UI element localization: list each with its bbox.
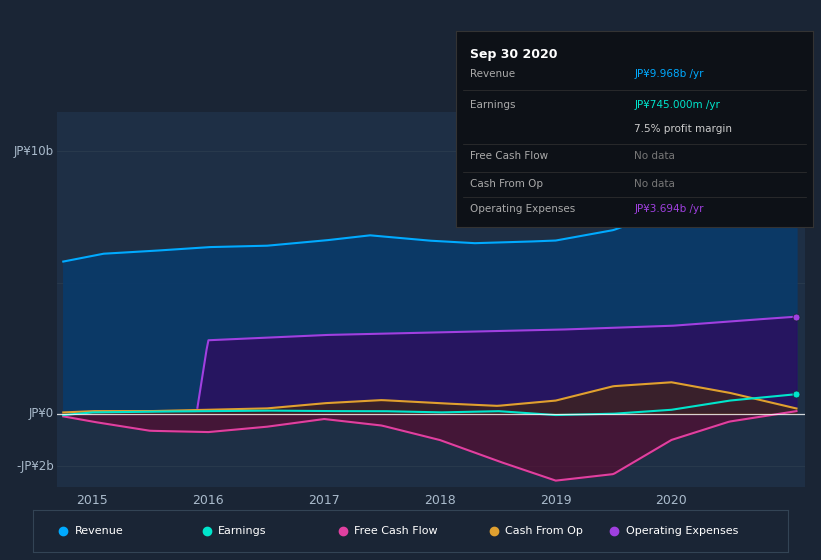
Text: 7.5% profit margin: 7.5% profit margin: [635, 124, 732, 134]
Text: Earnings: Earnings: [470, 100, 516, 110]
Text: Cash From Op: Cash From Op: [470, 179, 543, 189]
Text: Earnings: Earnings: [218, 526, 266, 535]
Text: Sep 30 2020: Sep 30 2020: [470, 49, 557, 62]
Text: JP¥745.000m /yr: JP¥745.000m /yr: [635, 100, 720, 110]
Text: -JP¥2b: -JP¥2b: [16, 460, 53, 473]
Text: Free Cash Flow: Free Cash Flow: [470, 151, 548, 161]
Text: JP¥10b: JP¥10b: [14, 145, 53, 158]
Text: Revenue: Revenue: [75, 526, 123, 535]
Text: No data: No data: [635, 179, 675, 189]
Text: Free Cash Flow: Free Cash Flow: [354, 526, 438, 535]
Text: JP¥0: JP¥0: [29, 407, 53, 420]
Text: Operating Expenses: Operating Expenses: [626, 526, 738, 535]
Text: JP¥9.968b /yr: JP¥9.968b /yr: [635, 69, 704, 79]
Text: JP¥3.694b /yr: JP¥3.694b /yr: [635, 204, 704, 214]
Text: Cash From Op: Cash From Op: [505, 526, 583, 535]
Text: Operating Expenses: Operating Expenses: [470, 204, 576, 214]
Text: No data: No data: [635, 151, 675, 161]
Text: Revenue: Revenue: [470, 69, 515, 79]
